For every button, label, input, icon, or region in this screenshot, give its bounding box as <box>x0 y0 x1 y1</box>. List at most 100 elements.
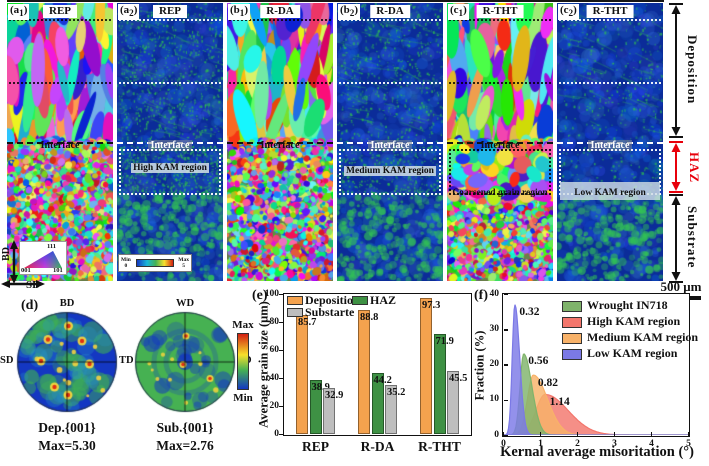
f-legend-label-Medium KAM region: Medium KAM region <box>587 330 699 344</box>
kam-scale-max: Max 5 <box>178 257 189 269</box>
ipf-111-label: 111 <box>47 243 57 250</box>
panel-f-label: (f) <box>474 288 488 303</box>
map-panel-c2: Interface Low KAM region R-THT (c2) <box>557 3 663 281</box>
bar-R-THT-Deposition <box>420 298 432 435</box>
pf1-right-axis-label: TD <box>119 355 134 366</box>
f-legend-swatch-Medium KAM region <box>562 333 582 344</box>
f-y-tick-mark <box>503 329 508 331</box>
e-y-tick-mark <box>279 377 283 380</box>
interface-label-text: Interface <box>587 140 633 151</box>
interface-label: Interface <box>337 135 443 153</box>
bar-REP-Deposition <box>296 314 308 435</box>
region-annotation: High KAM region <box>120 157 220 175</box>
panel-e-label: (e) <box>252 288 268 303</box>
interface-label-text: Interface <box>40 140 80 151</box>
interface-label: Interface <box>557 135 663 153</box>
deposition-layer-dotted-line <box>339 19 441 21</box>
kam-scale-min: Min 0 <box>121 257 131 269</box>
region-annotation: Medium KAM region <box>340 160 440 178</box>
f-x-tick-mark <box>687 431 690 436</box>
micrograph-panels: Interface REP (a1) 111 001 101 Interface High K… <box>7 3 663 281</box>
f-x-tick-label: 3 <box>612 439 617 449</box>
kam-distribution-chart <box>502 293 690 437</box>
interface-label: Interface <box>447 135 553 153</box>
peak-annotation-1.14: 1.14 <box>549 395 570 408</box>
f-legend-label-High KAM region: High KAM region <box>587 314 681 328</box>
f-x-tick-label: 0 <box>501 439 506 449</box>
region-annotation-text: Medium KAM region <box>344 166 436 176</box>
f-y-tick-mark <box>503 434 508 437</box>
e-y-tick-label: 20 <box>269 400 280 411</box>
bd-sd-axes-arrows <box>1 240 45 288</box>
region-annotation-text: High KAM region <box>131 163 209 173</box>
pf1-max-value: Max=5.30 <box>38 438 96 453</box>
e-y-tick-mark <box>279 433 283 436</box>
interface-label: Interface <box>227 135 333 153</box>
e-y-tick-mark <box>279 321 283 324</box>
haz-dotted-box <box>339 149 441 195</box>
f-y-tick-mark <box>503 399 508 401</box>
deposition-region-label: Deposition <box>685 35 700 105</box>
f-x-tick-mark <box>539 431 542 436</box>
ipf-color-key: 111 001 101 <box>19 241 67 275</box>
f-x-tick-label: 4 <box>649 439 654 449</box>
e-x-category-label: R-DA <box>360 439 395 454</box>
interface-label-text: Interface <box>147 140 193 151</box>
ipf-001-label: 001 <box>21 267 31 274</box>
region-annotation-text: Coarsened grain region <box>452 188 548 198</box>
distribution-Medium KAM region <box>503 374 688 435</box>
panel-title-b2: R-DA <box>370 5 410 18</box>
distribution-Low KAM region <box>503 304 688 435</box>
bar-R-DA-Substarte <box>385 385 397 435</box>
e-legend-swatch-Substarte <box>287 308 303 317</box>
f-x-tick-mark <box>613 431 616 436</box>
map-panel-a2: Interface High KAM region REP (a2) Min 0 Max 5 <box>117 3 223 281</box>
e-y-tick-mark <box>279 293 283 296</box>
interface-dashed-line <box>227 142 333 144</box>
deposition-layer-dotted-line <box>9 82 111 84</box>
bar-value-label: 38.9 <box>311 382 330 394</box>
interface-label-text: Interface <box>367 140 413 151</box>
bar-value-label: 97.3 <box>422 300 441 312</box>
bar-REP-Substarte <box>323 388 335 435</box>
f-legend-swatch-Low KAM region <box>562 349 582 360</box>
bar-value-label: 44.2 <box>373 374 392 386</box>
panel-title-c2: R-THT <box>586 5 634 18</box>
f-x-tick-mark <box>502 431 505 436</box>
panel-title-c1: R-THT <box>476 5 524 18</box>
kam-distribution-curves <box>503 304 688 435</box>
e-x-category-label: R-THT <box>418 439 461 454</box>
deposition-layer-dotted-line <box>119 82 221 84</box>
region-annotation: Low KAM region <box>560 182 660 200</box>
f-x-tick-label: 5 <box>686 439 691 449</box>
e-x-category-label: REP <box>302 439 329 454</box>
bar-value-label: 32.9 <box>325 390 344 402</box>
pf2-caption: Sub.{001} <box>156 420 214 435</box>
pf1-caption: Dep.{001} <box>38 420 96 435</box>
pf2-top-axis-label: WD <box>175 298 195 309</box>
bar-R-THT-Substarte <box>447 370 459 435</box>
pf-colorbar-max-label: Max <box>232 319 254 331</box>
f-x-tick-mark <box>650 431 653 436</box>
pole-figure-deposition <box>16 311 118 413</box>
e-legend-label-HAZ: HAZ <box>370 293 397 307</box>
kam-scale-gradient <box>135 259 174 267</box>
region-extent-arrows <box>669 3 683 283</box>
f-legend-label-Low KAM region: Low KAM region <box>587 346 678 360</box>
bar-value-label: 85.7 <box>298 316 317 328</box>
f-x-tick-mark <box>576 431 579 436</box>
e-legend-label-Deposition: Deposition <box>305 293 360 307</box>
interface-label: Interface <box>7 135 113 153</box>
deposition-layer-dotted-line <box>9 19 111 21</box>
panel-title-a1: REP <box>43 5 77 18</box>
bar-value-label: 71.9 <box>435 335 454 347</box>
peak-annotation-0.82: 0.82 <box>537 376 558 389</box>
f-x-tick-label: 1 <box>538 439 543 449</box>
map-panel-b2: Interface Medium KAM region R-DA (b2) <box>337 3 443 281</box>
bar-value-label: 45.5 <box>449 372 468 384</box>
f-y-tick-mark <box>503 364 508 366</box>
interface-dashed-line <box>447 142 553 144</box>
panel-f-x-axis-title: Kernal average misoritation (°) <box>500 444 694 460</box>
e-legend-swatch-Deposition <box>287 296 303 305</box>
deposition-layer-dotted-line <box>449 19 551 21</box>
